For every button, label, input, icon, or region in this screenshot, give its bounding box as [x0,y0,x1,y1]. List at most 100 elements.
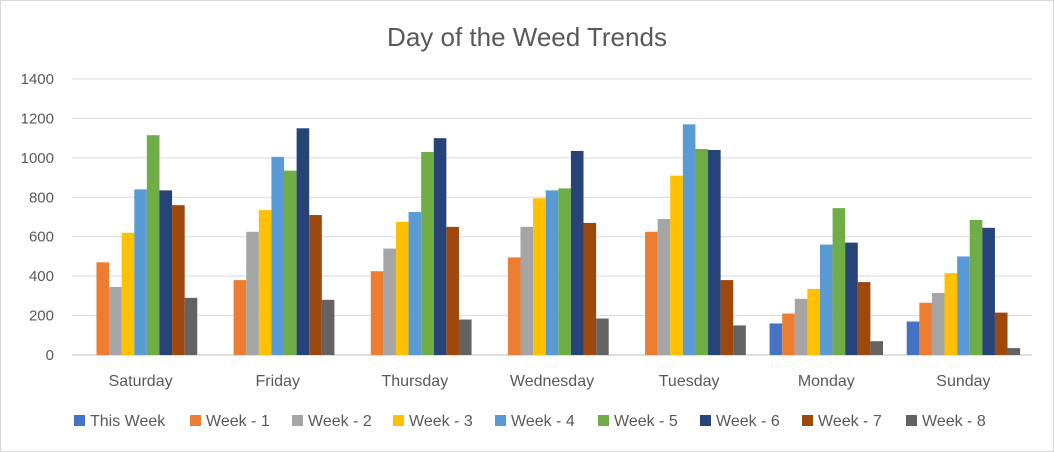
legend-swatch [598,415,609,426]
bar [520,226,534,355]
bar [944,273,958,355]
bar [309,215,322,355]
bar [433,138,447,355]
bar [931,292,945,355]
bar [284,170,297,355]
bar [184,297,198,355]
bar [819,244,833,355]
legend-swatch [906,415,917,426]
legend-item: This Week [74,413,166,430]
legend-label: Week - 6 [716,413,780,430]
series-5 [134,124,970,355]
legend-label: This Week [90,413,166,430]
series-7 [159,128,995,355]
bar [507,257,521,355]
bar [421,151,434,355]
x-tick-label: Sunday [936,373,990,390]
bar [670,175,683,355]
bar [969,219,983,355]
legend-label: Week - 1 [206,413,270,430]
series-6 [146,135,983,355]
y-tick-label: 0 [46,347,54,364]
legend-swatch [292,415,303,426]
bar [146,135,160,355]
legend-item: Week - 6 [700,413,780,430]
bar [857,282,871,355]
x-tick-label: Saturday [109,373,173,390]
bar [1007,348,1021,355]
x-tick-label: Friday [255,373,299,390]
bar [134,189,147,355]
bar [733,325,746,355]
legend-swatch [802,415,813,426]
series-2 [96,231,932,355]
x-tick-label: Tuesday [659,373,720,390]
legend-swatch [74,415,85,426]
legend-label: Week - 4 [511,413,575,430]
y-tick-label: 200 [29,308,54,325]
y-tick-label: 600 [29,229,54,246]
bar [545,190,559,355]
bar [271,156,285,355]
y-tick-label: 1200 [21,110,54,127]
x-tick-label: Wednesday [510,373,594,390]
bar [121,232,135,355]
y-axis-ticks: 0 200 400 600 800 1000 1200 1400 [21,71,54,364]
y-tick-label: 800 [29,189,54,206]
bar [695,148,709,355]
y-tick-label: 1000 [21,150,54,167]
bar [906,321,920,355]
bar [769,323,783,355]
bar [583,222,597,355]
bars [96,124,1021,355]
bar [782,313,795,355]
series-4 [121,175,958,355]
bar [994,312,1008,355]
legend-item: Week - 2 [292,413,372,430]
series-3 [109,218,945,355]
bar [982,227,995,355]
bar [370,271,384,355]
bar [919,302,932,355]
bar [258,210,272,355]
bar [233,280,247,355]
bar [383,248,396,355]
bar [645,231,658,355]
bar [832,208,846,355]
bar [172,205,185,355]
bar [408,212,422,355]
bar [845,242,858,355]
legend-swatch [190,415,201,426]
x-tick-label: Monday [798,373,855,390]
bar [558,188,571,355]
legend-label: Week - 5 [614,413,678,430]
x-axis-labels: Saturday Friday Thursday Wednesday Tuesday Mo… [109,373,991,390]
series-1 [769,321,920,355]
bar [296,128,310,355]
bar [682,124,696,355]
series-9 [184,297,1021,355]
legend: This Week Week - 1 Week - 2 Week - 3 Week - … [74,413,986,430]
series-8 [172,205,1008,355]
bar [446,226,459,355]
legend-item: Week - 4 [495,413,575,430]
legend-item: Week - 7 [802,413,882,430]
legend-swatch [393,415,404,426]
legend-item: Week - 8 [906,413,986,430]
legend-label: Week - 7 [818,413,882,430]
chart-title: Day of the Weed Trends [387,22,667,52]
bar [395,221,409,355]
bar [533,198,546,355]
x-tick-label: Thursday [382,373,449,390]
bar [109,286,122,355]
legend-swatch [495,415,506,426]
legend-swatch [700,415,711,426]
bar [596,318,609,355]
legend-label: Week - 2 [308,413,372,430]
bar [458,319,472,355]
bar [321,299,335,355]
legend-label: Week - 8 [922,413,986,430]
bar [96,262,110,355]
bar [720,280,734,355]
